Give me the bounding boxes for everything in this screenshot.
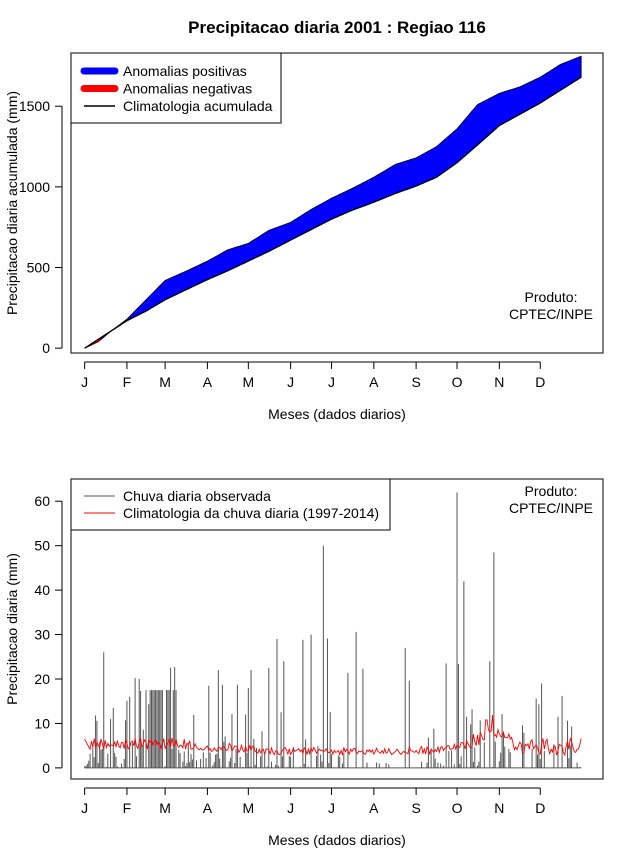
x-tick-label: F: [123, 374, 132, 390]
y-tick-label: 20: [34, 671, 50, 687]
x-tick-label: S: [411, 800, 420, 816]
legend-label-negative: Anomalias negativas: [123, 81, 252, 97]
y-tick-label: 500: [27, 260, 51, 276]
x-tick-label: M: [242, 800, 254, 816]
y-tick-label: 50: [34, 538, 50, 554]
x-tick-label: A: [203, 800, 213, 816]
x-tick-label: J: [328, 374, 335, 390]
cumulative-y-label: Precipitacao diaria acumulada (mm): [4, 91, 20, 315]
x-tick-label: F: [123, 800, 132, 816]
y-tick-label: 10: [34, 715, 50, 731]
y-tick-label: 1500: [19, 98, 50, 114]
daily-annotation-line1: Produto:: [525, 483, 578, 499]
y-tick-label: 40: [34, 582, 50, 598]
daily-bars-group: [84, 492, 582, 769]
cumulative-y-axis: 0 500 1000 1500: [19, 98, 63, 356]
daily-x-label: Meses (dados diarios): [268, 832, 406, 848]
legend-label-daily-climatology: Climatologia da chuva diaria (1997-2014): [123, 505, 379, 521]
cumulative-legend: Anomalias positivas Anomalias negativas …: [70, 52, 282, 124]
x-tick-label: N: [494, 374, 504, 390]
x-tick-label: O: [452, 374, 463, 390]
y-tick-label: 0: [42, 340, 50, 356]
daily-climatology-line: [84, 714, 582, 757]
y-tick-label: 30: [34, 627, 50, 643]
cumulative-chart: J F M A M J J A S O N D 0 500 1000 1500 Meses (dados d…: [4, 52, 604, 422]
legend-label-climatology: Climatologia acumulada: [123, 98, 273, 114]
legend-label-observed: Chuva diaria observada: [123, 488, 271, 504]
y-tick-label: 60: [34, 493, 50, 509]
y-tick-label: 1000: [19, 179, 50, 195]
daily-y-axis: 0 10 20 30 40 50 60: [34, 493, 63, 776]
daily-legend: Chuva diaria observada Climatologia da c…: [70, 478, 391, 531]
x-tick-label: J: [287, 374, 294, 390]
daily-legend-box: [70, 478, 391, 531]
x-tick-label: A: [369, 800, 379, 816]
x-tick-label: D: [535, 374, 545, 390]
y-tick-label: 0: [42, 760, 50, 776]
daily-climatology-group: [84, 714, 582, 757]
x-tick-label: A: [203, 374, 213, 390]
x-tick-label: O: [452, 800, 463, 816]
x-tick-label: J: [328, 800, 335, 816]
legend-label-positive: Anomalias positivas: [123, 63, 247, 79]
x-tick-label: J: [81, 800, 88, 816]
x-tick-label: M: [159, 374, 171, 390]
climatology-cumulative-line: [84, 76, 582, 349]
x-tick-label: D: [535, 800, 545, 816]
cumulative-annotation-line1: Produto:: [525, 289, 578, 305]
cumulative-annotation-line2: CPTEC/INPE: [509, 306, 593, 322]
x-tick-label: N: [494, 800, 504, 816]
x-tick-label: A: [369, 374, 379, 390]
cumulative-lines-group: [84, 76, 582, 349]
x-tick-label: S: [411, 374, 420, 390]
daily-annotation-line2: CPTEC/INPE: [509, 500, 593, 516]
chart-title: Precipitacao diaria 2001 : Regiao 116: [188, 18, 486, 37]
x-tick-label: M: [159, 800, 171, 816]
cumulative-x-label: Meses (dados diarios): [268, 406, 406, 422]
daily-y-label: Precipitacao diaria (mm): [4, 553, 20, 705]
daily-chart: J F M A M J J A S O N D 0 10 20 30 40 50 60 Meses (dados …: [4, 478, 604, 848]
x-tick-label: J: [287, 800, 294, 816]
x-tick-label: J: [81, 374, 88, 390]
cumulative-plot-box: [70, 52, 604, 354]
x-tick-label: M: [242, 374, 254, 390]
